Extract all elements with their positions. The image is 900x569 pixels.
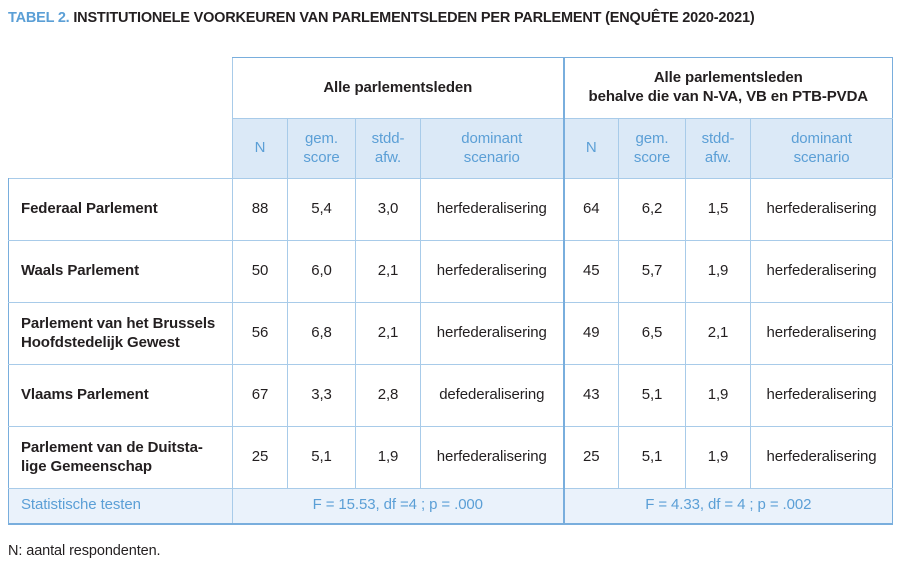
cell-scenario: defederalisering	[419, 364, 565, 427]
cell-scenario: herfederalisering	[750, 178, 894, 241]
cell-n: 25	[562, 426, 620, 489]
table-row-duitstalige: Parlement van de Duitsta- lige Gemeensch…	[8, 426, 894, 489]
cell-scenario: herfederalisering	[750, 240, 894, 303]
cell-mean: 6,2	[618, 178, 687, 241]
cell-n: 56	[232, 302, 288, 365]
subheader-scenario: dominant scenario	[750, 118, 894, 179]
row-label: Parlement van de Duitsta- lige Gemeensch…	[8, 426, 233, 489]
row-label: Waals Parlement	[8, 240, 233, 303]
cell-mean: 5,1	[618, 364, 687, 427]
subheader-mean: gem. score	[618, 118, 687, 179]
cell-scenario: herfederalisering	[750, 364, 894, 427]
cell-n: 25	[232, 426, 288, 489]
cell-mean: 6,5	[618, 302, 687, 365]
table-row-brussels: Parlement van het Brussels Hoofdstedelij…	[8, 302, 894, 365]
cell-sd: 2,1	[355, 302, 421, 365]
table-number: TABEL 2.	[8, 10, 70, 26]
subheader-sd: stdd- afw.	[355, 118, 421, 179]
cell-scenario: herfederalisering	[419, 302, 565, 365]
table-row-vlaams: Vlaams Parlement 67 3,3 2,8 defederalise…	[8, 364, 894, 427]
cell-n: 43	[562, 364, 620, 427]
cell-mean: 5,4	[287, 178, 356, 241]
row-label: Federaal Parlement	[8, 178, 233, 241]
cell-sd: 3,0	[355, 178, 421, 241]
stats-row: Statistische testen F = 15.53, df =4 ; p…	[8, 488, 894, 525]
cell-n: 88	[232, 178, 288, 241]
cell-n: 67	[232, 364, 288, 427]
blank-corner	[8, 118, 233, 179]
subheader-sd: stdd- afw.	[685, 118, 752, 179]
cell-n: 45	[562, 240, 620, 303]
cell-sd: 2,1	[685, 302, 752, 365]
subheader-mean: gem. score	[287, 118, 356, 179]
row-label: Vlaams Parlement	[8, 364, 233, 427]
table-title-text: INSTITUTIONELE VOORKEUREN VAN PARLEMENTS…	[69, 10, 755, 26]
table-row-federaal: Federaal Parlement 88 5,4 3,0 herfederal…	[8, 178, 894, 241]
cell-sd: 2,1	[355, 240, 421, 303]
preferences-table: Alle parlementsleden Alle parlementslede…	[8, 57, 894, 525]
subheader-n: N	[562, 118, 620, 179]
stats-value-excl: F = 4.33, df = 4 ; p = .002	[562, 488, 894, 525]
column-group-excl: Alle parlementsleden behalve die van N-V…	[562, 57, 894, 119]
cell-sd: 1,5	[685, 178, 752, 241]
row-label: Parlement van het Brussels Hoofdstedelij…	[8, 302, 233, 365]
cell-mean: 5,1	[287, 426, 356, 489]
blank-corner	[8, 57, 233, 119]
subheader-n: N	[232, 118, 288, 179]
cell-scenario: herfederalisering	[419, 426, 565, 489]
cell-scenario: herfederalisering	[750, 302, 894, 365]
cell-scenario: herfederalisering	[750, 426, 894, 489]
cell-mean: 6,0	[287, 240, 356, 303]
cell-mean: 5,7	[618, 240, 687, 303]
cell-scenario: herfederalisering	[419, 178, 565, 241]
cell-mean: 5,1	[618, 426, 687, 489]
footnote: N: aantal respondenten.	[8, 543, 161, 559]
cell-sd: 1,9	[355, 426, 421, 489]
cell-sd: 1,9	[685, 364, 752, 427]
cell-sd: 2,8	[355, 364, 421, 427]
stats-label: Statistische testen	[8, 488, 233, 525]
cell-mean: 6,8	[287, 302, 356, 365]
subheader-row: N gem. score stdd- afw. dominant scenari…	[8, 118, 894, 179]
cell-sd: 1,9	[685, 240, 752, 303]
cell-n: 64	[562, 178, 620, 241]
table-row-waals: Waals Parlement 50 6,0 2,1 herfederalise…	[8, 240, 894, 303]
table-title: TABEL 2. INSTITUTIONELE VOORKEUREN VAN P…	[8, 10, 888, 26]
cell-sd: 1,9	[685, 426, 752, 489]
column-group-all: Alle parlementsleden	[231, 57, 565, 119]
stats-value-all: F = 15.53, df =4 ; p = .000	[231, 488, 565, 525]
cell-mean: 3,3	[287, 364, 356, 427]
cell-n: 49	[562, 302, 620, 365]
cell-n: 50	[232, 240, 288, 303]
cell-scenario: herfederalisering	[419, 240, 565, 303]
column-group-row: Alle parlementsleden Alle parlementslede…	[8, 57, 894, 119]
subheader-scenario: dominant scenario	[419, 118, 565, 179]
